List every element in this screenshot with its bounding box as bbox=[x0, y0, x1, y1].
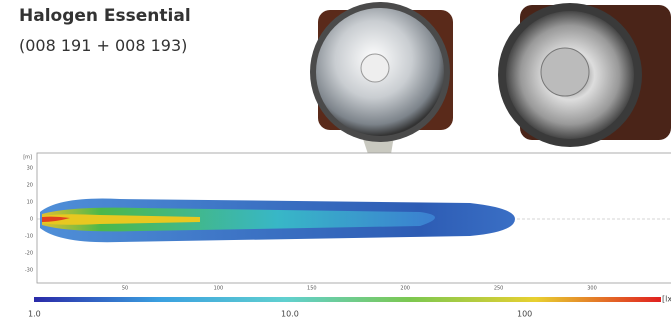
x-tick-label: 250 bbox=[494, 286, 504, 292]
lamp-image bbox=[310, 2, 453, 160]
lamp-image bbox=[498, 3, 671, 147]
y-tick-label: 20 bbox=[27, 183, 33, 189]
color-scale bbox=[34, 297, 661, 302]
x-tick-label: 300 bbox=[587, 286, 597, 292]
scale-label: 100 bbox=[517, 310, 532, 319]
title: Halogen Essential bbox=[19, 6, 191, 26]
y-unit: [m] bbox=[23, 155, 32, 161]
y-tick-label: -20 bbox=[25, 251, 33, 257]
scale-label: 10.0 bbox=[281, 310, 299, 319]
y-tick-label: -10 bbox=[25, 234, 33, 240]
scale-label: 1.0 bbox=[28, 310, 41, 319]
y-tick-label: 30 bbox=[27, 166, 33, 172]
scale-unit: [lx] bbox=[662, 295, 671, 304]
beam-pattern bbox=[40, 198, 515, 243]
x-tick-label: 200 bbox=[400, 286, 410, 292]
x-tick-label: 50 bbox=[122, 286, 128, 292]
subtitle: (008 191 + 008 193) bbox=[19, 36, 188, 55]
y-tick-label: 0 bbox=[30, 217, 33, 223]
y-tick-label: -30 bbox=[25, 268, 33, 274]
y-tick-label: 10 bbox=[27, 200, 33, 206]
x-tick-label: 100 bbox=[214, 286, 224, 292]
x-tick-label: 150 bbox=[307, 286, 317, 292]
